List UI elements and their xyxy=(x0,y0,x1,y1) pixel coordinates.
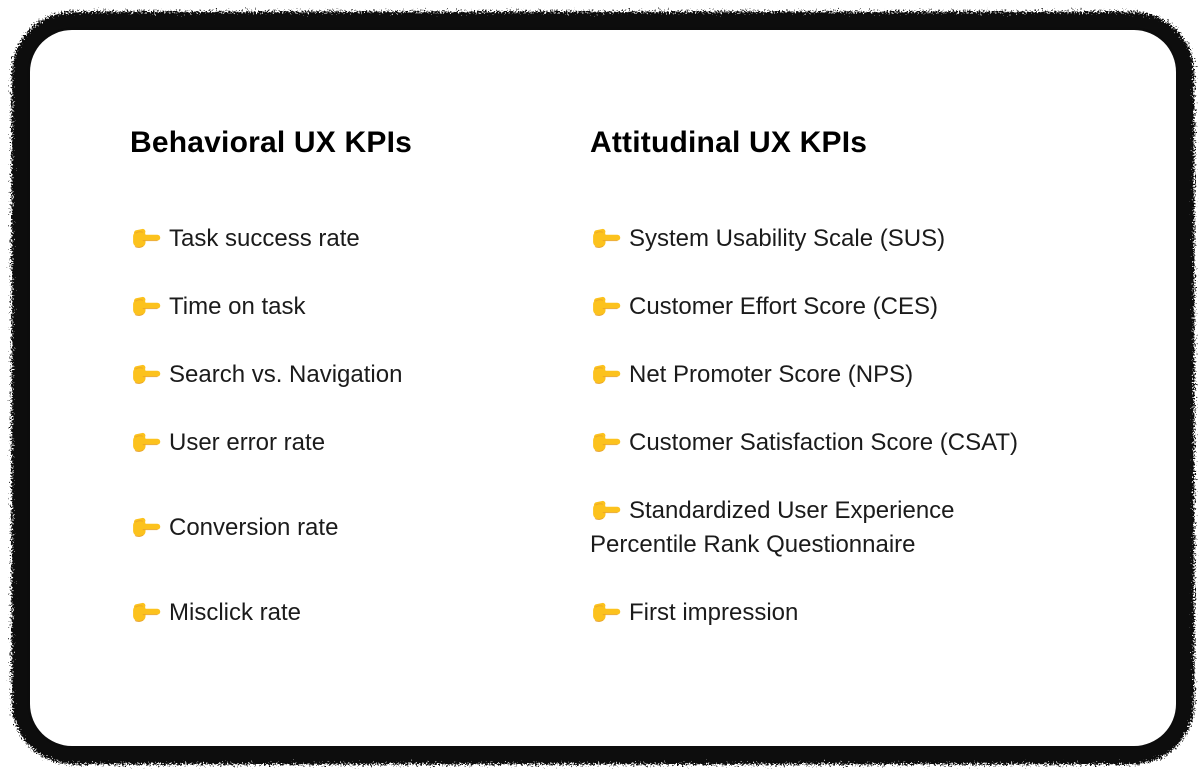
kpi-item-attitudinal: Customer Effort Score (CES) xyxy=(590,290,1120,324)
kpi-item-attitudinal: System Usability Scale (SUS) xyxy=(590,222,1120,256)
kpi-card: Behavioral UX KPIs Attitudinal UX KPIs T… xyxy=(30,30,1176,746)
pointing-right-icon xyxy=(590,363,621,386)
kpi-item-behavioral: Task success rate xyxy=(130,222,590,256)
kpi-item-behavioral: Search vs. Navigation xyxy=(130,358,590,392)
pointing-right-icon xyxy=(590,601,621,624)
kpi-item-behavioral: Conversion rate xyxy=(130,511,590,545)
pointing-right-icon xyxy=(590,431,621,454)
kpi-item-label: Net Promoter Score (NPS) xyxy=(629,361,914,388)
behavioral-kpis-heading: Behavioral UX KPIs xyxy=(130,126,413,159)
column-headers: Behavioral UX KPIs Attitudinal UX KPIs xyxy=(130,124,1120,162)
kpi-item-label: Customer Satisfaction Score (CSAT) xyxy=(629,429,1019,456)
kpi-item-label: First impression xyxy=(629,599,799,626)
kpi-item-behavioral: Misclick rate xyxy=(130,596,590,630)
kpi-item-attitudinal: First impression xyxy=(590,596,1120,630)
pointing-right-icon xyxy=(130,363,161,386)
kpi-item-label: Time on task xyxy=(169,293,306,320)
kpi-item-attitudinal: Net Promoter Score (NPS) xyxy=(590,358,1120,392)
kpi-item-behavioral: User error rate xyxy=(130,426,590,460)
kpi-list: Task success rate System Usability Scale… xyxy=(130,222,1120,630)
pointing-right-icon xyxy=(130,601,161,624)
kpi-item-label: Standardized User Experience Percentile … xyxy=(590,497,955,558)
pointing-right-icon xyxy=(130,516,161,539)
pointing-right-icon xyxy=(130,295,161,318)
kpi-item-label: Customer Effort Score (CES) xyxy=(629,293,938,320)
pointing-right-icon xyxy=(590,295,621,318)
kpi-item-attitudinal: Standardized User Experience Percentile … xyxy=(590,494,1120,562)
kpi-item-label: User error rate xyxy=(169,429,326,456)
kpi-item-label: Conversion rate xyxy=(169,514,339,541)
pointing-right-icon xyxy=(590,499,621,522)
kpi-item-attitudinal: Customer Satisfaction Score (CSAT) xyxy=(590,426,1120,460)
kpi-item-label: Task success rate xyxy=(169,225,360,252)
pointing-right-icon xyxy=(130,431,161,454)
kpi-item-label: Search vs. Navigation xyxy=(169,361,403,388)
attitudinal-kpis-heading: Attitudinal UX KPIs xyxy=(590,126,868,159)
pointing-right-icon xyxy=(130,227,161,250)
kpi-item-behavioral: Time on task xyxy=(130,290,590,324)
pointing-right-icon xyxy=(590,227,621,250)
kpi-item-label: System Usability Scale (SUS) xyxy=(629,225,946,252)
kpi-item-label: Misclick rate xyxy=(169,599,302,626)
